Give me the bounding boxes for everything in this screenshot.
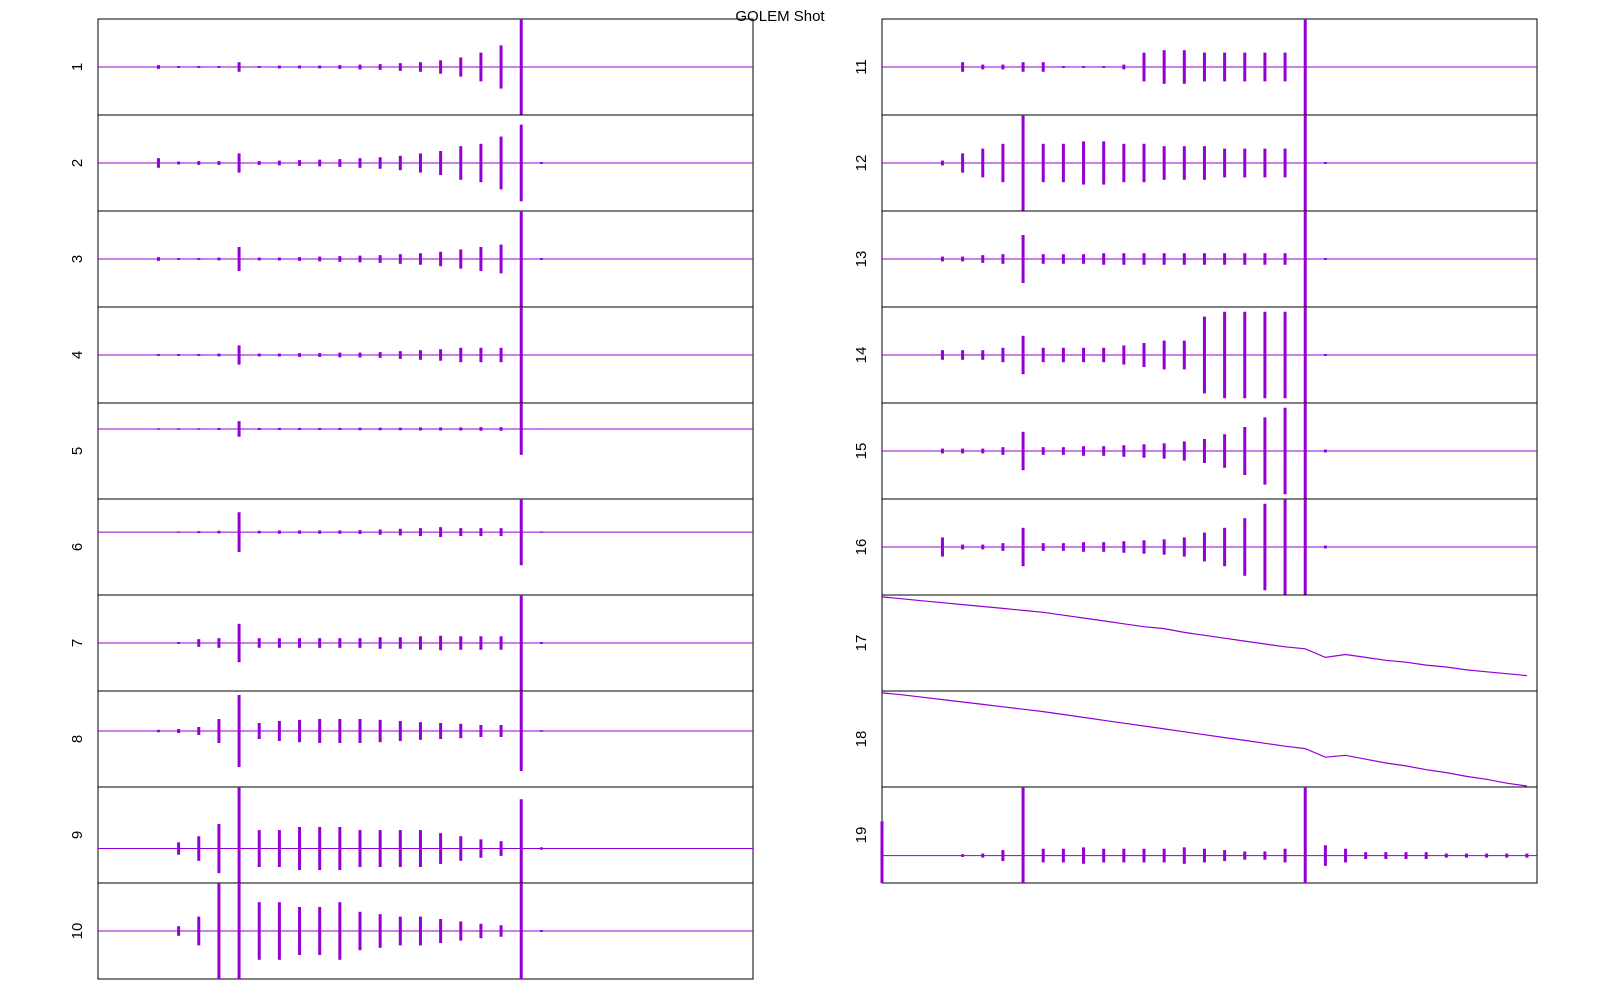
panel-frame	[97, 402, 754, 500]
panel-label: 18	[853, 731, 870, 748]
panel-frame	[97, 786, 754, 884]
panel-label: 3	[69, 255, 86, 263]
panel-label: 16	[853, 539, 870, 556]
panel-frame	[881, 690, 1538, 788]
panel-label: 19	[853, 827, 870, 844]
chart-title: GOLEM Shot	[735, 8, 825, 25]
panel-label: 4	[69, 351, 86, 359]
signal-line	[881, 692, 1527, 787]
panel-label: 17	[853, 635, 870, 652]
panel-label: 11	[853, 59, 870, 75]
panel-label: 7	[69, 639, 86, 647]
panel-label: 12	[853, 155, 870, 172]
panel-label: 5	[69, 447, 86, 455]
signal-line	[881, 596, 1527, 677]
panel-frame	[881, 594, 1538, 692]
panel-label: 9	[69, 831, 86, 839]
panel-label: 1	[69, 63, 86, 71]
panel-label: 2	[69, 159, 86, 167]
panel-label: 15	[853, 443, 870, 460]
panel-label: 6	[69, 543, 86, 551]
panel-frame	[97, 690, 754, 788]
panel-frame	[97, 498, 754, 596]
panel-label: 10	[69, 923, 86, 940]
panel-label: 14	[853, 347, 870, 364]
panel-label: 13	[853, 251, 870, 268]
panel-frame	[881, 786, 1538, 884]
panel-label: 8	[69, 735, 86, 743]
